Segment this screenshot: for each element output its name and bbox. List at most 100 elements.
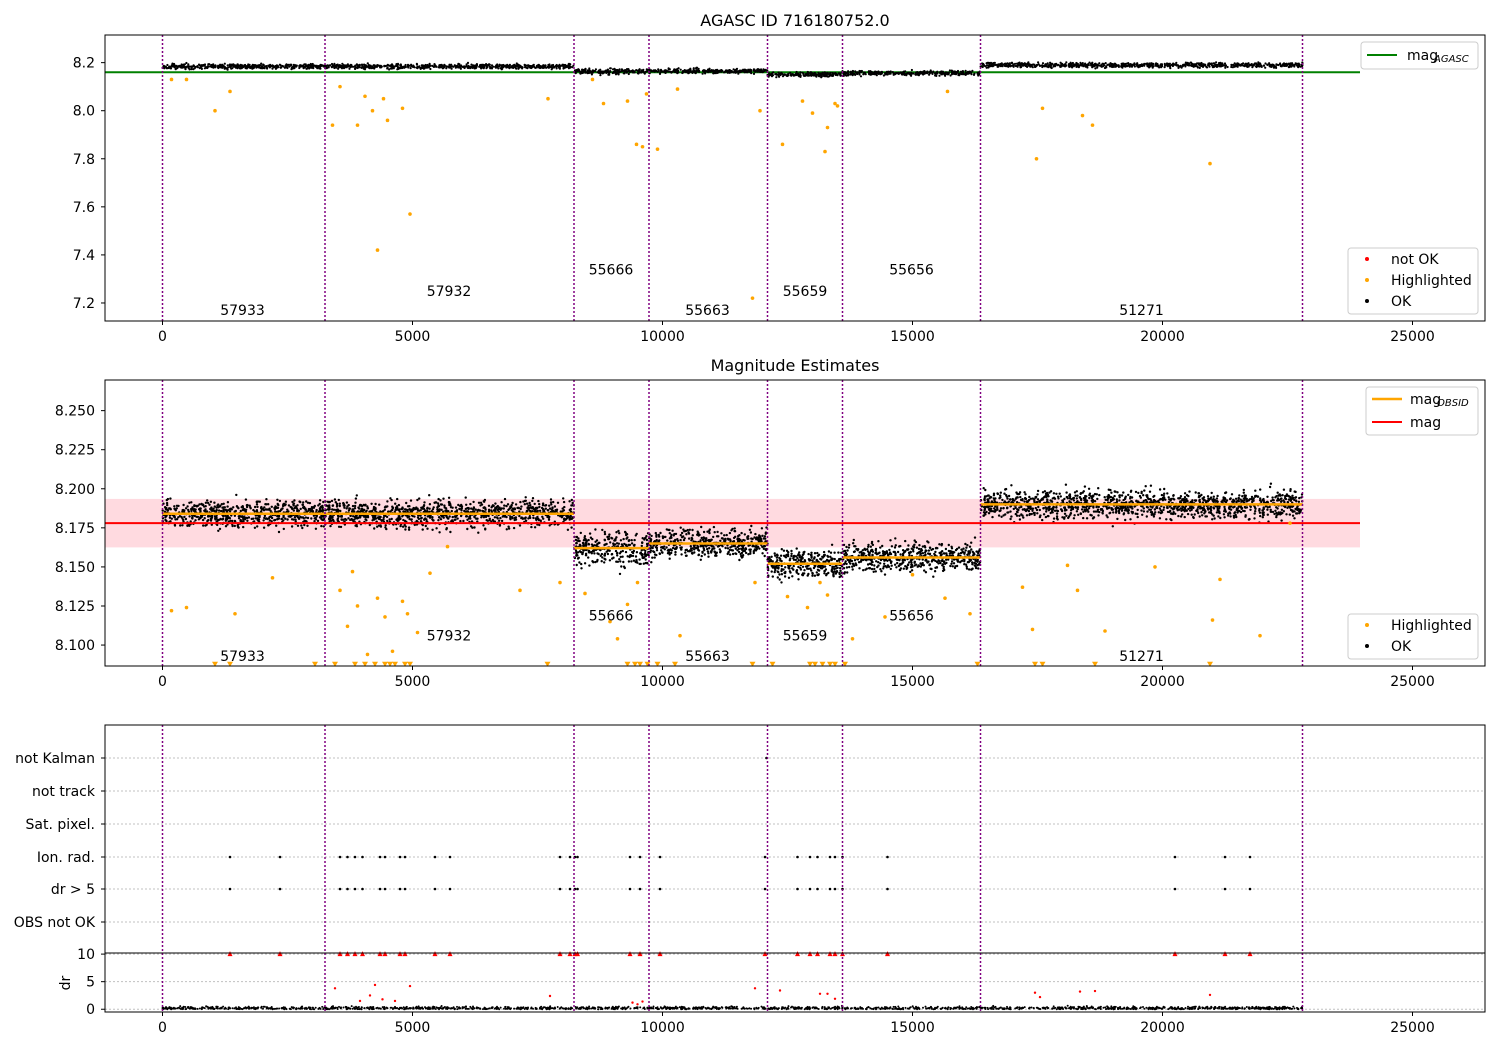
ok-point (534, 517, 537, 520)
ok-point (721, 69, 724, 72)
ok-point (553, 505, 557, 508)
ok-point (541, 504, 545, 507)
ok-point (463, 65, 466, 68)
ok-point (787, 72, 790, 75)
ok-point (603, 561, 606, 564)
ok-point (460, 503, 463, 507)
ok-point (1103, 64, 1106, 67)
ok-point (689, 70, 692, 73)
ok-point (255, 500, 258, 503)
ok-point (815, 75, 818, 78)
ok-point (216, 519, 220, 522)
ok-point (760, 68, 763, 71)
ok-point (1018, 64, 1022, 67)
ok-point (707, 555, 710, 558)
ok-point (1179, 65, 1182, 68)
ok-point (397, 66, 400, 69)
ok-point (336, 508, 339, 511)
ok-point (564, 63, 567, 67)
ok-point (627, 539, 630, 543)
ok-point (221, 63, 224, 66)
ok-point (330, 62, 334, 66)
ok-point (1015, 62, 1019, 65)
ok-point (315, 515, 318, 518)
ok-point-cloud (648, 66, 769, 75)
ok-point (525, 66, 528, 69)
ok-point (495, 64, 498, 68)
ok-point (590, 73, 594, 76)
ok-point (1008, 63, 1012, 66)
ok-point (273, 518, 277, 522)
ok-point (230, 64, 233, 67)
ok-point (166, 63, 169, 67)
ok-point (334, 501, 337, 504)
ok-point (164, 515, 168, 518)
ok-point (424, 524, 427, 528)
ok-point (1031, 66, 1034, 69)
ok-point (607, 71, 610, 74)
ok-point (948, 69, 952, 72)
ok-point (503, 497, 507, 501)
ok-point (292, 518, 295, 521)
ok-point (466, 61, 470, 64)
ok-point (605, 71, 608, 74)
ok-point (579, 531, 582, 535)
ok-point (349, 518, 352, 522)
ok-point (341, 62, 344, 65)
ok-point (641, 556, 644, 560)
ok-point (1026, 63, 1029, 66)
ok-point (635, 532, 638, 536)
ok-point (276, 518, 279, 521)
ok-point (337, 67, 340, 70)
ok-point (761, 552, 764, 555)
ok-point (496, 517, 499, 520)
ok-point (337, 498, 340, 502)
ok-point (1295, 62, 1299, 65)
obsid-label: 55666 (589, 262, 634, 278)
ok-point (1010, 61, 1013, 65)
ok-point (1091, 61, 1094, 64)
ok-point (1212, 62, 1216, 65)
ok-point (1237, 63, 1240, 66)
ok-point (245, 505, 249, 509)
ok-point (162, 65, 165, 68)
legend-item-label: not OK (1391, 252, 1439, 268)
ok-point (1002, 63, 1005, 66)
ok-point (575, 554, 578, 557)
ok-point (529, 504, 532, 507)
ok-point (628, 70, 632, 73)
ok-point (1231, 66, 1234, 69)
ok-point (576, 68, 579, 71)
ok-point (778, 72, 781, 75)
ok-point (336, 517, 340, 520)
ok-point (832, 72, 835, 75)
ok-point (551, 66, 555, 69)
ok-point (692, 70, 695, 73)
ok-point (626, 555, 629, 558)
ok-point (437, 516, 441, 519)
ok-point (175, 507, 178, 510)
ok-point (665, 546, 668, 549)
ok-point (944, 71, 948, 74)
ok-point (190, 501, 193, 504)
ok-point (258, 515, 261, 519)
highlighted-point (800, 99, 805, 103)
highlighted-point (758, 108, 762, 113)
ok-point (971, 69, 974, 72)
ok-point (202, 64, 205, 67)
ok-point (196, 515, 200, 519)
ok-point (257, 518, 261, 521)
ok-point (346, 65, 350, 68)
ok-point (601, 528, 604, 532)
ok-point (273, 506, 276, 510)
ok-point (443, 504, 446, 507)
ok-point (276, 498, 279, 501)
ok-point (520, 505, 523, 508)
highlighted-point (1080, 113, 1085, 118)
ok-point (416, 516, 420, 519)
ok-point (301, 65, 304, 68)
ok-point (379, 64, 382, 67)
ok-point (549, 498, 553, 501)
middle-panel-title: Magnitude Estimates (711, 356, 880, 375)
